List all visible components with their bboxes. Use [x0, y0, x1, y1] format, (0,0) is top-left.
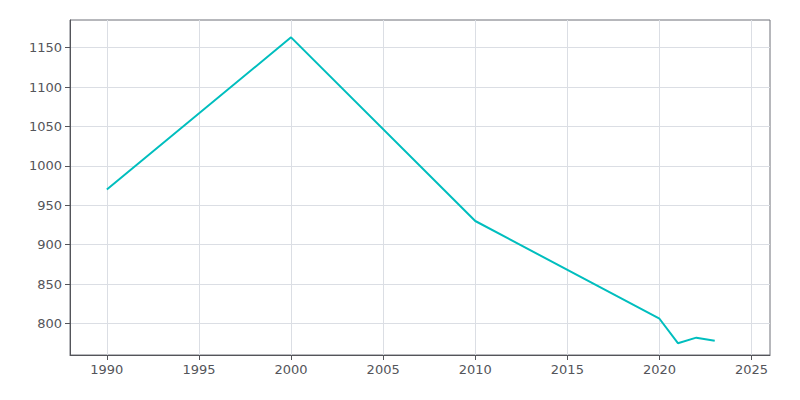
svg-text:1100: 1100	[29, 80, 62, 95]
svg-text:2005: 2005	[367, 362, 400, 377]
svg-text:1995: 1995	[182, 362, 215, 377]
svg-text:1990: 1990	[90, 362, 123, 377]
svg-text:900: 900	[37, 237, 62, 252]
svg-text:2025: 2025	[735, 362, 768, 377]
svg-text:1050: 1050	[29, 119, 62, 134]
svg-text:950: 950	[37, 198, 62, 213]
svg-text:2010: 2010	[459, 362, 492, 377]
svg-text:800: 800	[37, 316, 62, 331]
svg-text:2015: 2015	[551, 362, 584, 377]
svg-text:1150: 1150	[29, 40, 62, 55]
svg-text:850: 850	[37, 277, 62, 292]
svg-text:2000: 2000	[275, 362, 308, 377]
svg-text:1000: 1000	[29, 158, 62, 173]
svg-text:2020: 2020	[643, 362, 676, 377]
